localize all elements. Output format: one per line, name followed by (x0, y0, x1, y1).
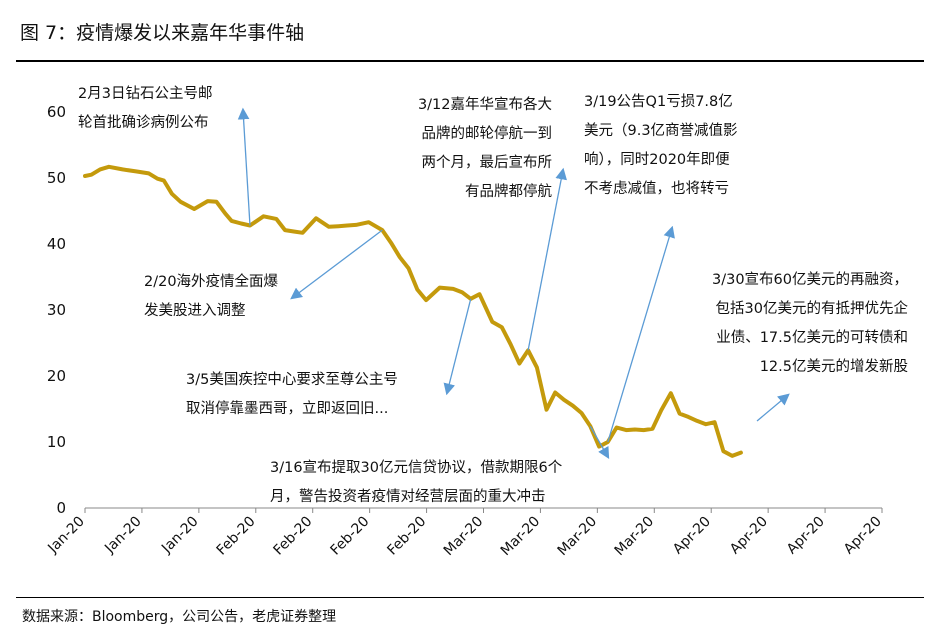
title-rule (16, 60, 924, 62)
annotation-arrow (607, 225, 675, 443)
x-tick-label: Apr-20 (670, 514, 714, 558)
x-tick-label: Feb-20 (327, 514, 372, 559)
annotation-arrow (443, 298, 472, 396)
x-tick-label: Apr-20 (727, 514, 771, 558)
annotation-arrow (290, 229, 383, 300)
annotation-line: 业债、17.5亿美元的可转债和 (716, 330, 908, 346)
y-tick-label: 0 (56, 499, 66, 517)
x-tick-label: Jan-20 (44, 514, 87, 557)
x-tick-label: Jan-20 (158, 514, 201, 557)
annotation-arrows (237, 107, 790, 460)
annotation-line: 取消停靠墨西哥，立即返回旧... (186, 401, 389, 417)
y-tick-label: 50 (47, 169, 66, 187)
annotation-q1-loss: 3/19公告Q1亏损7.8亿 美元（9.3亿商誉减值影 响），同时2020年即便… (584, 88, 738, 204)
annotation-refinancing: 3/30宣布60亿美元的再融资， 包括30亿美元的有抵押优先企 业债、17.5亿… (668, 266, 908, 382)
x-tick-label: Mar-20 (441, 514, 487, 560)
annotation-line: 3/5美国疾控中心要求至尊公主号 (186, 372, 398, 388)
annotation-line: 月，警告投资者疫情对经营层面的重大冲击 (270, 489, 546, 505)
annotation-cruise-suspension: 3/12嘉年华宣布各大 品牌的邮轮停航一到 两个月，最后宣布所 有品牌都停航 (384, 91, 552, 207)
price-series (83, 164, 743, 458)
x-tick-label: Mar-20 (498, 514, 544, 560)
x-tick-label: Mar-20 (555, 514, 601, 560)
annotation-line: 不考虑减值，也将转亏 (584, 181, 729, 197)
annotation-arrow (527, 167, 567, 351)
annotation-arrow (237, 107, 251, 226)
figure-title: 图 7：疫情爆发以来嘉年华事件轴 (20, 22, 305, 44)
y-tick-label: 10 (47, 433, 66, 451)
y-tick-label: 40 (47, 235, 66, 253)
x-tick-label: Feb-20 (271, 514, 316, 559)
annotation-line: 轮首批确诊病例公布 (78, 115, 209, 131)
annotation-line: 美元（9.3亿商誉减值影 (584, 123, 738, 139)
price-line (83, 164, 743, 458)
x-tick-label: Feb-20 (384, 514, 429, 559)
source-rule (16, 597, 924, 598)
source-note: 数据来源：Bloomberg，公司公告，老虎证券整理 (22, 609, 337, 625)
y-tick-label: 30 (47, 301, 66, 319)
annotation-line: 3/12嘉年华宣布各大 (417, 97, 552, 113)
y-tick-label: 60 (47, 103, 66, 121)
annotation-line: 3/16宣布提取30亿元信贷协议，借款期限6个 (270, 460, 563, 476)
y-tick-label: 20 (47, 367, 66, 385)
annotation-line: 两个月，最后宣布所 (421, 155, 553, 171)
annotation-cdc-grand-princess: 3/5美国疾控中心要求至尊公主号 取消停靠墨西哥，立即返回旧... (186, 366, 398, 424)
x-tick-label: Feb-20 (214, 514, 259, 559)
annotation-line: 响），同时2020年即便 (584, 152, 730, 168)
x-tick-label: Apr-20 (784, 514, 828, 558)
x-tick-label: Apr-20 (841, 514, 885, 558)
annotation-credit-draw: 3/16宣布提取30亿元信贷协议，借款期限6个 月，警告投资者疫情对经营层面的重… (270, 454, 562, 512)
annotation-global-outbreak: 2/20海外疫情全面爆 发美股进入调整 (144, 268, 278, 326)
annotation-diamond-princess: 2月3日钻石公主号邮 轮首批确诊病例公布 (78, 80, 212, 138)
x-tick-label: Jan-20 (101, 514, 144, 557)
annotation-line: 3/30宣布60亿美元的再融资， (711, 272, 908, 288)
annotation-arrow (589, 425, 610, 460)
annotation-line: 12.5亿美元的增发新股 (759, 359, 908, 375)
annotation-line: 有品牌都停航 (465, 184, 552, 200)
annotation-line: 2月3日钻石公主号邮 (78, 86, 213, 102)
x-tick-label: Mar-20 (612, 514, 658, 560)
annotation-line: 品牌的邮轮停航一到 (421, 126, 553, 142)
annotation-line: 2/20海外疫情全面爆 (144, 274, 279, 290)
annotation-line: 3/19公告Q1亏损7.8亿 (584, 94, 733, 110)
annotation-arrow (756, 393, 790, 422)
annotation-line: 包括30亿美元的有抵押优先企 (715, 301, 908, 317)
annotation-line: 发美股进入调整 (144, 303, 246, 319)
